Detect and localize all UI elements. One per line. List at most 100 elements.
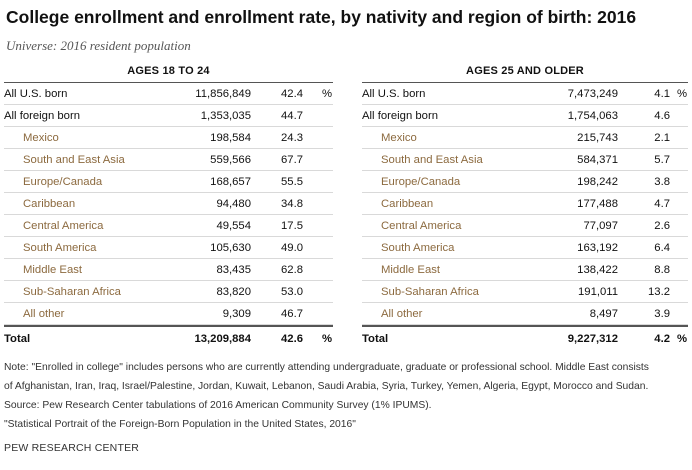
total-rate: 42.6 xyxy=(281,333,303,345)
table-header: AGES 18 TO 24 xyxy=(127,65,210,77)
enrollment-rate: 62.8 xyxy=(281,264,303,276)
total-count: 13,209,884 xyxy=(194,333,251,345)
enrollment-count: 1,353,035 xyxy=(200,110,251,122)
table-row: Caribbean 94,480 34.8 xyxy=(4,193,333,215)
enrollment-rate: 6.4 xyxy=(654,242,670,254)
total-row: Total 13,209,884 42.6 % xyxy=(4,325,333,349)
table-row: Middle East 83,435 62.8 xyxy=(4,259,333,281)
enrollment-rate: 24.3 xyxy=(281,132,303,144)
table-row: Mexico 198,584 24.3 xyxy=(4,127,333,149)
percent-sign: % xyxy=(677,88,688,100)
row-label: South and East Asia xyxy=(23,154,125,166)
enrollment-rate: 46.7 xyxy=(281,308,303,320)
universe-subtitle: Universe: 2016 resident population xyxy=(6,38,191,53)
table-row: All other 9,309 46.7 xyxy=(4,303,333,325)
table-row: All foreign born 1,754,063 4.6 xyxy=(362,105,688,127)
row-label: All foreign born xyxy=(362,110,438,122)
row-label: All U.S. born xyxy=(4,88,68,100)
enrollment-count: 49,554 xyxy=(216,220,251,232)
enrollment-count: 105,630 xyxy=(210,242,251,254)
percent-sign: % xyxy=(322,88,333,100)
total-count: 9,227,312 xyxy=(567,333,618,345)
total-label: Total xyxy=(362,333,389,345)
table-row: All U.S. born 11,856,849 42.4% xyxy=(4,83,333,105)
table-row: Sub-Saharan Africa 191,011 13.2 xyxy=(362,281,688,303)
enrollment-count: 8,497 xyxy=(589,308,618,320)
table-row: South America 163,192 6.4 xyxy=(362,237,688,259)
table-body: All U.S. born 7,473,249 4.1% All foreign bo… xyxy=(362,83,688,325)
enrollment-rate: 34.8 xyxy=(281,198,303,210)
enrollment-count: 177,488 xyxy=(577,198,618,210)
enrollment-rate: 67.7 xyxy=(281,154,303,166)
total-label: Total xyxy=(4,333,31,345)
enrollment-count: 94,480 xyxy=(216,198,251,210)
table-row: Europe/Canada 168,657 55.5 xyxy=(4,171,333,193)
row-label: Europe/Canada xyxy=(381,176,461,188)
page-title: College enrollment and enrollment rate, … xyxy=(6,7,637,27)
enrollment-rate: 13.2 xyxy=(648,286,670,298)
enrollment-count: 168,657 xyxy=(210,176,251,188)
enrollment-count: 11,856,849 xyxy=(195,88,251,100)
source-line: Source: Pew Research Center tabulations … xyxy=(4,400,432,411)
row-label: South America xyxy=(381,242,455,254)
enrollment-rate: 8.8 xyxy=(654,264,670,276)
footnotes: Note: "Enrolled in college" includes per… xyxy=(4,358,688,434)
enrollment-rate: 49.0 xyxy=(281,242,303,254)
table-row: South and East Asia 559,566 67.7 xyxy=(4,149,333,171)
header-divider xyxy=(362,82,688,83)
table-header: AGES 25 AND OLDER xyxy=(466,65,584,77)
enrollment-count: 138,422 xyxy=(577,264,618,276)
row-label: Central America xyxy=(23,220,104,232)
enrollment-rate: 5.7 xyxy=(654,154,670,166)
row-label: Middle East xyxy=(381,264,441,276)
enrollment-count: 163,192 xyxy=(577,242,618,254)
enrollment-count: 83,820 xyxy=(216,286,251,298)
enrollment-rate: 2.6 xyxy=(654,220,670,232)
enrollment-rate: 4.7 xyxy=(654,198,670,210)
enrollment-count: 215,743 xyxy=(577,132,618,144)
row-label: Europe/Canada xyxy=(23,176,103,188)
row-label: Mexico xyxy=(381,132,417,144)
row-label: Central America xyxy=(381,220,462,232)
enrollment-count: 83,435 xyxy=(216,264,251,276)
enrollment-rate: 44.7 xyxy=(281,110,303,122)
enrollment-rate: 17.5 xyxy=(281,220,303,232)
table-row: All other 8,497 3.9 xyxy=(362,303,688,325)
enrollment-count: 77,097 xyxy=(583,220,618,232)
header-divider xyxy=(4,82,333,83)
enrollment-count: 1,754,063 xyxy=(567,110,618,122)
row-label: Caribbean xyxy=(381,198,434,210)
enrollment-rate: 4.6 xyxy=(654,110,670,122)
row-label: South and East Asia xyxy=(381,154,483,166)
enrollment-count: 7,473,249 xyxy=(567,88,618,100)
table-row: South and East Asia 584,371 5.7 xyxy=(362,149,688,171)
enrollment-rate: 55.5 xyxy=(281,176,303,188)
row-label: Sub-Saharan Africa xyxy=(381,286,479,298)
report-title: "Statistical Portrait of the Foreign-Bor… xyxy=(4,419,356,430)
enrollment-rate: 3.8 xyxy=(654,176,670,188)
enrollment-count: 198,584 xyxy=(210,132,251,144)
enrollment-count: 584,371 xyxy=(577,154,618,166)
percent-sign: % xyxy=(322,333,333,345)
row-label: Mexico xyxy=(23,132,59,144)
row-label: All foreign born xyxy=(4,110,80,122)
enrollment-rate: 3.9 xyxy=(654,308,670,320)
table-row: Central America 77,097 2.6 xyxy=(362,215,688,237)
table-row: Sub-Saharan Africa 83,820 53.0 xyxy=(4,281,333,303)
table-row: Middle East 138,422 8.8 xyxy=(362,259,688,281)
table-row: Mexico 215,743 2.1 xyxy=(362,127,688,149)
table-row: Central America 49,554 17.5 xyxy=(4,215,333,237)
table-ages-25-older: AGES 25 AND OLDER All U.S. born 7,473,249… xyxy=(362,60,688,349)
row-label: Middle East xyxy=(23,264,83,276)
enrollment-rate: 53.0 xyxy=(281,286,303,298)
total-rate: 4.2 xyxy=(654,333,670,345)
table-ages-18-24: AGES 18 TO 24 All U.S. born 11,856,849 42.… xyxy=(4,60,333,349)
enrollment-count: 9,309 xyxy=(222,308,251,320)
enrollment-rate: 42.4 xyxy=(281,88,303,100)
note-line: of Afghanistan, Iran, Iraq, Israel/Pales… xyxy=(4,381,649,392)
enrollment-count: 191,011 xyxy=(578,286,618,298)
row-label: All U.S. born xyxy=(362,88,426,100)
total-row: Total 9,227,312 4.2 % xyxy=(362,325,688,349)
table-row: South America 105,630 49.0 xyxy=(4,237,333,259)
table-row: All foreign born 1,353,035 44.7 xyxy=(4,105,333,127)
